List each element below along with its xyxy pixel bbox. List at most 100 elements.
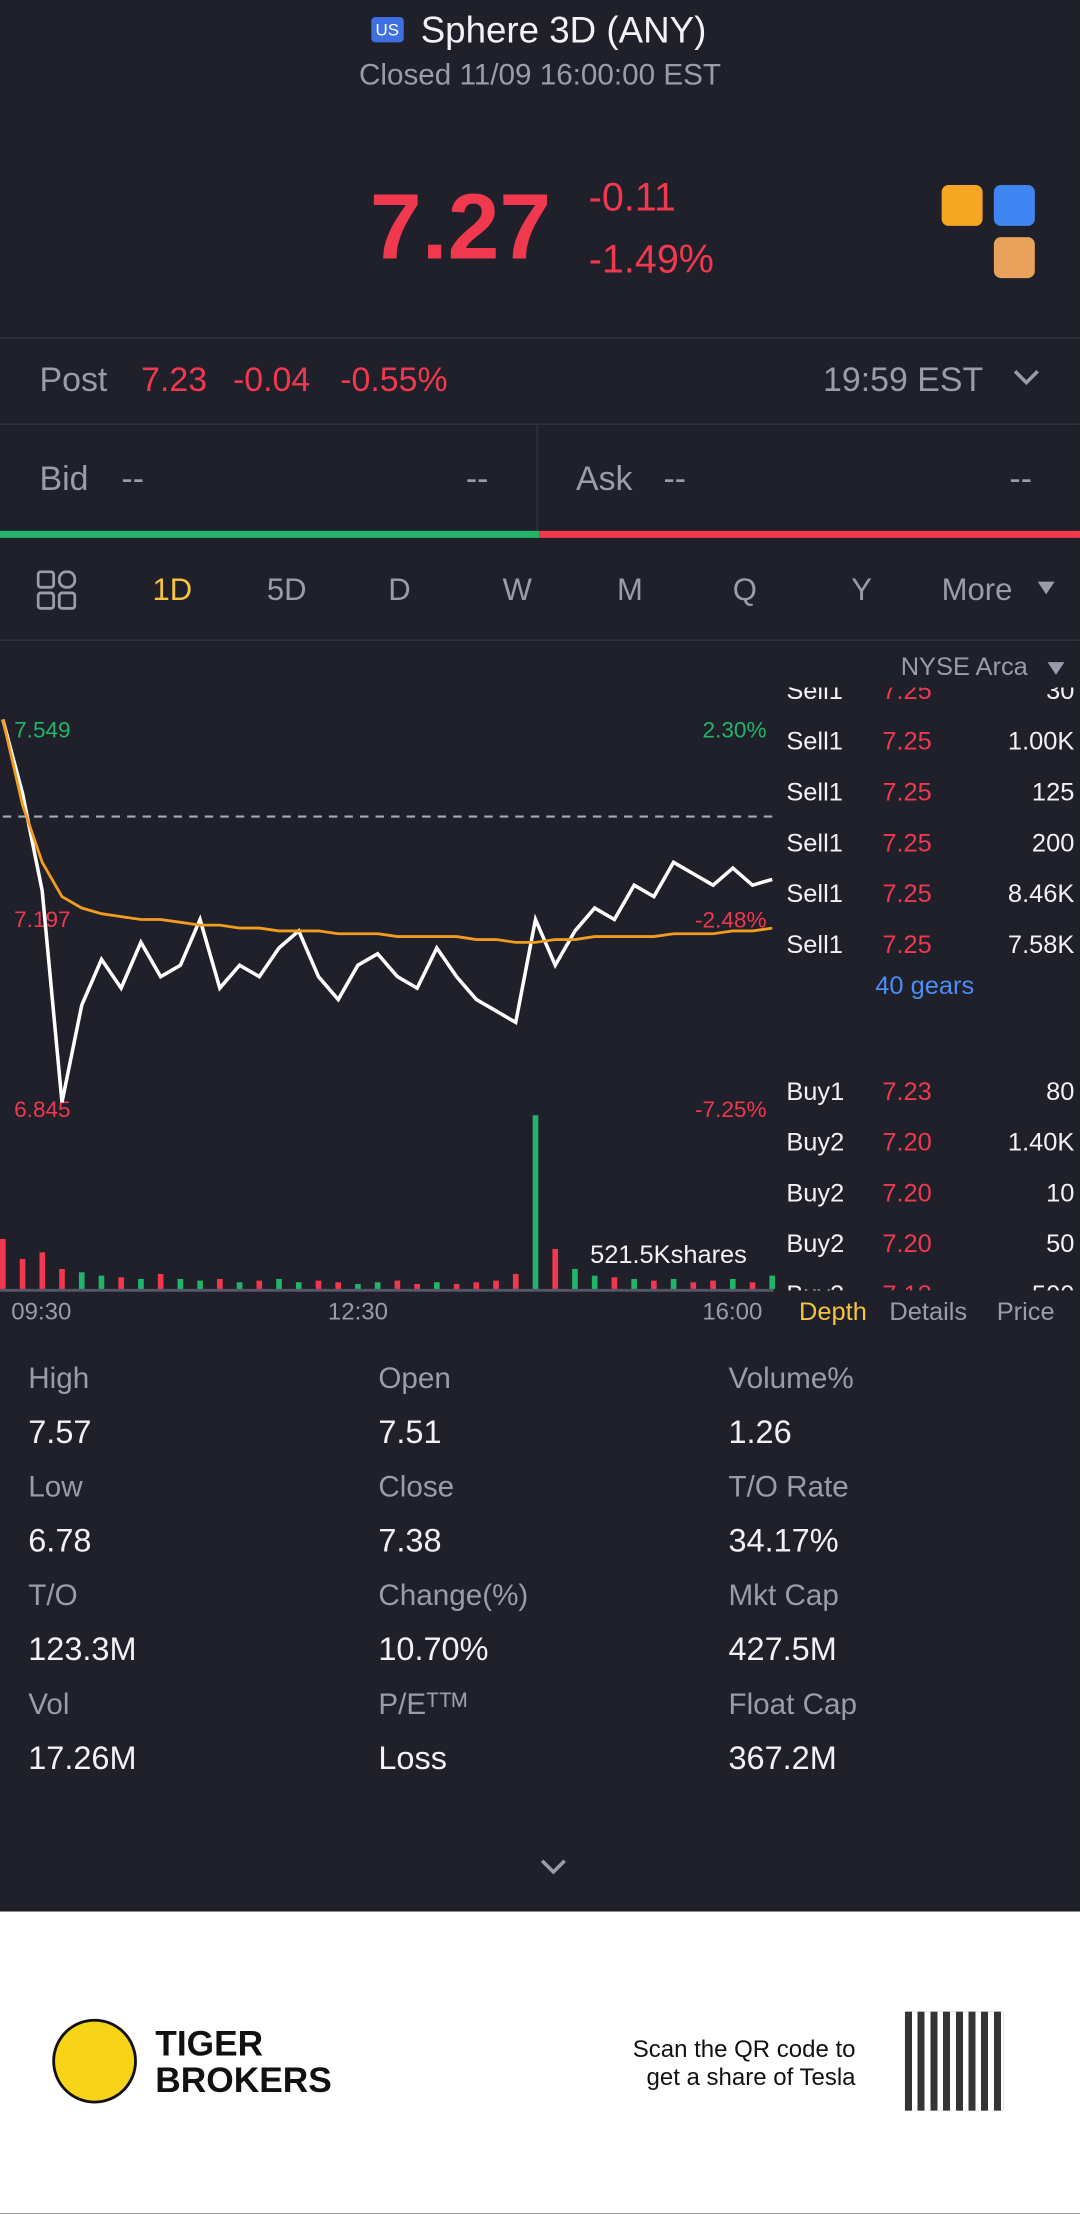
exchange[interactable]: NYSE Arca [900,652,1028,681]
stat-value: 7.38 [378,1521,442,1559]
stat-value: 427.5M [728,1630,837,1668]
depth-level: Buy1 [786,1077,845,1106]
logo [52,2018,137,2104]
depth-level: Buy2 [786,1127,845,1157]
period-tab[interactable]: 1D [152,571,193,608]
brand: BROKERS [155,2061,332,2101]
depth-book: Sell1 7.25 30 Sell1 7.25 1.00K Sell1 7.25 125 Sel… [776,688,1080,1291]
depth-tab[interactable]: Details [889,1297,968,1326]
depth-tab[interactable]: Depth [799,1297,867,1326]
depth-level: Buy3 [786,1280,844,1290]
depth-level: Sell1 [786,777,843,807]
divider [0,337,1080,339]
title: Sphere 3D (ANY) [420,8,707,51]
depth-price: 7.20 [882,1229,932,1258]
y2-tick-label: -7.25% [695,1097,767,1122]
volume-label: 521.5Kshares [590,1241,747,1269]
stat-label: T/O Rate [728,1471,849,1504]
bid-bar [0,530,540,538]
volume-bar [769,1275,776,1289]
post-change-pct: -0.55% [340,361,448,400]
depth-tab[interactable]: Price [996,1297,1055,1326]
period-tab[interactable]: D [388,571,411,608]
depth-level: Sell1 [786,930,843,959]
stat-label: Close [378,1471,455,1504]
volume-bar [670,1278,677,1289]
volume-bar [493,1280,499,1289]
depth-size: 500 [1032,1280,1074,1290]
chevron[interactable] [1011,361,1042,399]
depth-level: Sell1 [786,828,843,857]
depth-level: Buy2 [786,1229,845,1258]
qr-code [904,2011,1004,2111]
depth-level: Sell1 [786,727,843,756]
market-badge: US [371,16,404,43]
price: 7.27 [369,173,552,279]
depth-price: 7.18 [882,1280,931,1290]
depth-price: 7.25 [882,828,932,857]
depth-size: 7.58K [1007,930,1075,959]
change-pct: -1.49% [588,237,714,281]
grid-icon-svg [36,570,77,610]
volume-bar [335,1282,342,1289]
gears[interactable]: 40 gears [875,971,975,1000]
stat-value: 367.2M [728,1739,837,1776]
icon-flash[interactable] [993,184,1035,226]
volume-bar [729,1278,736,1289]
y2-tick-label: -2.48% [695,907,767,932]
expand-svg [540,1859,566,1875]
depth-size: 80 [1046,1077,1075,1106]
icon-layers[interactable] [993,237,1035,279]
bid-size: -- [465,460,489,499]
volume-bar [19,1258,26,1289]
period-tab[interactable]: Q [732,571,757,608]
stat-value: 34.17% [728,1521,839,1559]
stat-label: Low [28,1471,83,1504]
stat-label: High [28,1362,90,1395]
period-tab[interactable]: 5D [266,571,307,608]
promo: get a share of Tesla [646,2063,856,2091]
period-tab[interactable]: More [941,571,1013,608]
volume-bar [690,1282,697,1289]
depth-price: 7.25 [882,687,932,705]
bid-price: -- [121,460,144,499]
depth-level: Sell1 [786,879,843,908]
price-line [1,719,773,944]
volume-bar [512,1273,519,1289]
period-tab[interactable]: Y [851,571,873,608]
change: -0.11 [588,175,676,219]
expand[interactable] [538,1854,569,1886]
depth-size: 8.46K [1007,879,1075,908]
depth-price: 7.20 [882,1178,932,1208]
volume-bar [138,1278,144,1289]
period-tab[interactable]: W [502,571,532,608]
chevron-svg [1013,370,1039,386]
stat-label: Change(%) [378,1579,529,1613]
price-line [1,718,773,1103]
volume-bar [118,1277,125,1289]
volume-bar [355,1283,361,1289]
depth-price: 7.20 [882,1127,932,1157]
volume-bar [0,1238,6,1289]
volume-bar [532,1115,539,1289]
stat-value: 7.57 [28,1413,92,1450]
icon-coin[interactable] [941,184,983,226]
grid-icon[interactable] [36,570,77,610]
depth-price: 7.23 [882,1077,932,1106]
bid-label: Bid [39,460,89,499]
volume-bar [414,1283,420,1289]
stat-label: Volume% [728,1362,854,1395]
volume-bar [59,1268,65,1289]
divider [0,639,1080,641]
volume-bar [374,1282,381,1289]
post-price: 7.23 [141,361,208,400]
stat-value: 7.51 [378,1413,442,1450]
stat-value: 6.78 [28,1521,92,1559]
period-tab[interactable]: M [616,571,643,608]
promo: Scan the QR code to [632,2035,856,2063]
y-tick-label: 7.549 [14,717,71,742]
dropdown [1037,581,1065,675]
status: Closed 11/09 16:00:00 EST [358,59,722,92]
stat-label: Float Cap [728,1688,858,1721]
depth-size: 1.40K [1007,1127,1075,1157]
